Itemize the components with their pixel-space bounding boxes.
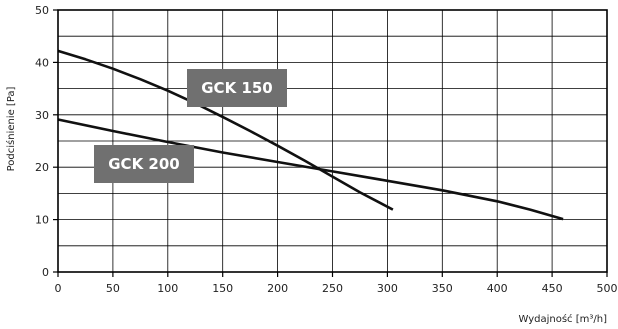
x-tick-label: 350 (432, 282, 453, 295)
x-tick-label: 250 (322, 282, 343, 295)
series-line-2 (57, 118, 564, 221)
x-axis-title: Wydajność [m³/h] (519, 313, 608, 325)
x-tick-label: 150 (212, 282, 233, 295)
y-axis-title: Podciśnienie [Pa] (5, 86, 17, 171)
x-tick-label: 400 (487, 282, 508, 295)
series-label-2: GCK 200 (94, 145, 194, 183)
y-tick-label: 0 (42, 266, 49, 279)
x-tick-label: 450 (542, 282, 563, 295)
grid (58, 10, 607, 272)
x-tick-label: 0 (55, 282, 62, 295)
y-tick-label: 40 (35, 56, 49, 69)
series-line-1 (57, 49, 394, 211)
x-tick-label: 50 (106, 282, 120, 295)
series-label-box (94, 145, 194, 183)
series-label-text: GCK 200 (108, 155, 179, 173)
y-tick-label: 10 (35, 214, 49, 227)
series-label-box (187, 69, 287, 107)
series-layer (57, 49, 564, 221)
y-tick-label: 30 (35, 109, 49, 122)
y-tick-label: 20 (35, 161, 49, 174)
x-tick-label: 200 (267, 282, 288, 295)
x-tick-label: 500 (597, 282, 618, 295)
y-tick-label: 50 (35, 4, 49, 17)
series-label-1: GCK 150 (187, 69, 287, 107)
x-tick-label: 100 (157, 282, 178, 295)
series-labels: GCK 150 GCK 200 (94, 69, 287, 183)
x-tick-label: 300 (377, 282, 398, 295)
series-label-text: GCK 150 (201, 79, 272, 97)
